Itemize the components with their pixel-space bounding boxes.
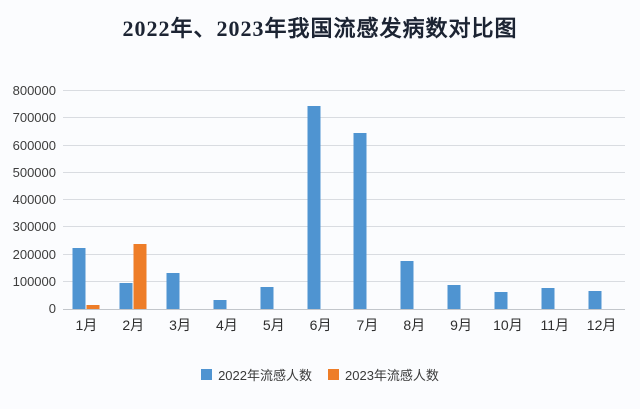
bar-cluster bbox=[119, 91, 147, 309]
bar-2022年-6月 bbox=[307, 106, 321, 309]
bar-cluster bbox=[72, 91, 100, 309]
bar-cluster bbox=[166, 91, 194, 309]
bar-cluster bbox=[353, 91, 381, 309]
y-tick-label: 500000 bbox=[12, 164, 56, 180]
legend-label: 2022年流感人数 bbox=[218, 368, 312, 383]
gridline bbox=[63, 90, 625, 91]
legend-swatch-icon bbox=[328, 369, 339, 380]
y-tick-label: 400000 bbox=[12, 192, 56, 207]
bar-cluster bbox=[307, 91, 334, 309]
y-tick-label: 700000 bbox=[12, 110, 56, 126]
x-tick-label: 1月 bbox=[75, 317, 98, 333]
legend-item: 2023年流感人数 bbox=[328, 365, 439, 384]
month-group-1月: 1月 bbox=[63, 91, 110, 333]
bar-2022年-8月 bbox=[400, 261, 414, 309]
y-axis-labels: 0 100000 200000 300000 400000 500000 600000 700… bbox=[0, 84, 56, 316]
x-tick-label: 6月 bbox=[309, 317, 332, 333]
plot-area: 1月 2月 3月 4月 5月 6月 7月 8月 9月 10月 11月 12月 bbox=[63, 90, 625, 333]
bar-2022年-1月 bbox=[72, 248, 86, 309]
gridline bbox=[63, 226, 625, 228]
month-group-12月: 12月 bbox=[578, 91, 625, 333]
legend-label: 2023年流感人数 bbox=[345, 368, 439, 383]
chart-title: 2022年、2023年我国流感发病数对比图 bbox=[122, 16, 518, 41]
bar-cluster bbox=[213, 91, 240, 309]
x-tick-label: 12月 bbox=[586, 317, 617, 333]
x-tick-label: 8月 bbox=[403, 317, 426, 333]
month-group-11月: 11月 bbox=[531, 91, 578, 333]
legend-swatch-icon bbox=[201, 369, 213, 380]
bar-2022年-4月 bbox=[213, 299, 227, 309]
gridline bbox=[63, 117, 625, 119]
month-group-5月: 5月 bbox=[250, 91, 297, 333]
bar-2022年-12月 bbox=[588, 291, 602, 309]
bar-cluster bbox=[260, 91, 287, 309]
gridline bbox=[63, 144, 625, 146]
month-group-10月: 10月 bbox=[485, 91, 532, 333]
bar-cluster bbox=[494, 91, 521, 309]
y-tick-label: 100000 bbox=[12, 273, 56, 289]
bar-2022年-7月 bbox=[353, 133, 367, 309]
y-tick-label: 0 bbox=[48, 301, 56, 316]
y-tick-label: 800000 bbox=[12, 83, 56, 98]
x-tick-label: 4月 bbox=[216, 317, 238, 333]
bar-2022年-10月 bbox=[494, 291, 508, 309]
bar-cluster bbox=[541, 91, 568, 309]
month-group-3月: 3月 bbox=[157, 91, 204, 333]
month-group-4月: 4月 bbox=[204, 91, 251, 333]
x-tick-label: 7月 bbox=[356, 317, 379, 333]
x-tick-label: 5月 bbox=[262, 317, 285, 333]
x-tick-label: 2月 bbox=[122, 317, 145, 333]
x-axis-line bbox=[63, 309, 625, 310]
bar-2022年-3月 bbox=[166, 272, 180, 309]
x-tick-label: 10月 bbox=[493, 317, 523, 333]
gridline bbox=[63, 253, 625, 255]
month-group-9月: 9月 bbox=[438, 91, 485, 333]
month-group-6月: 6月 bbox=[297, 91, 344, 333]
month-group-7月: 7月 bbox=[344, 91, 391, 333]
gridline bbox=[63, 280, 625, 282]
bar-2022年-11月 bbox=[541, 287, 555, 309]
gridline bbox=[63, 199, 625, 200]
bar-cluster bbox=[447, 91, 475, 309]
bar-2022年-9月 bbox=[447, 285, 461, 309]
month-group-8月: 8月 bbox=[391, 91, 438, 333]
y-tick-label: 200000 bbox=[12, 246, 56, 262]
chart-legend: 2022年流感人数 2023年流感人数 bbox=[0, 365, 640, 384]
gridline bbox=[63, 171, 625, 173]
legend-item: 2022年流感人数 bbox=[201, 365, 312, 384]
bar-cluster bbox=[400, 91, 428, 309]
month-group-2月: 2月 bbox=[110, 91, 157, 333]
y-tick-label: 300000 bbox=[12, 219, 56, 235]
bar-2022年-5月 bbox=[260, 287, 274, 309]
x-tick-label: 9月 bbox=[450, 317, 472, 333]
x-tick-label: 11月 bbox=[540, 317, 570, 333]
x-tick-label: 3月 bbox=[169, 317, 191, 333]
bar-2022年-2月 bbox=[119, 283, 133, 309]
bar-cluster bbox=[588, 91, 615, 309]
bar-2023年-2月 bbox=[133, 244, 147, 309]
y-tick-label: 600000 bbox=[12, 137, 56, 153]
bar-2023年-1月 bbox=[86, 304, 100, 309]
